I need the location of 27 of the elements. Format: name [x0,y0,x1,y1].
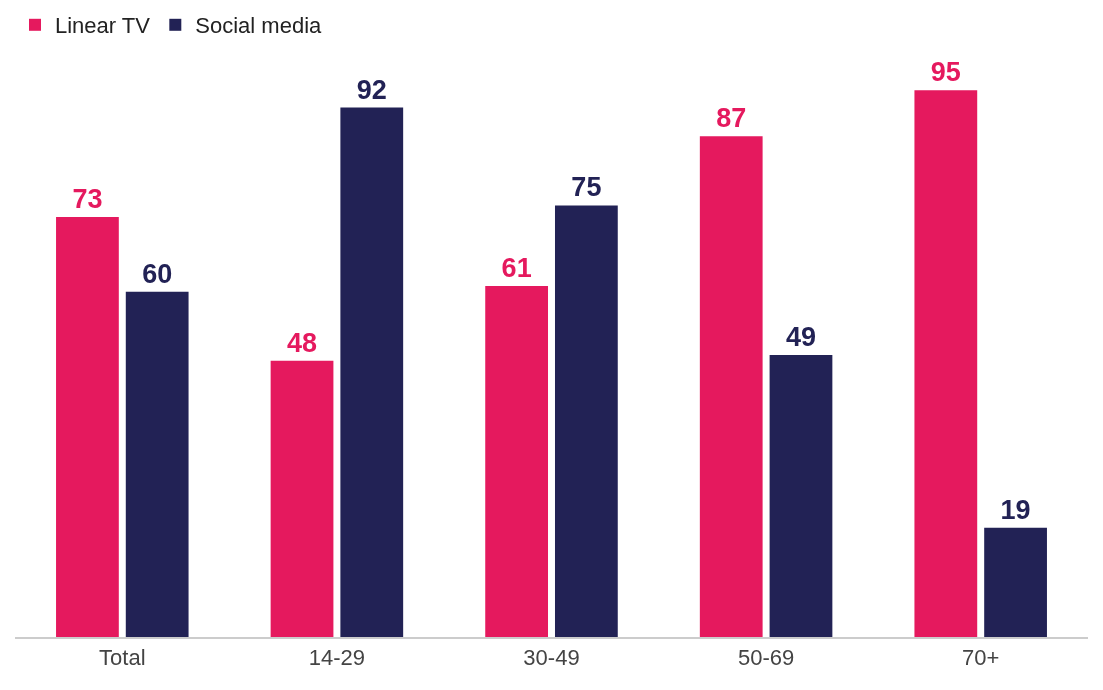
data-label: 92 [356,74,387,105]
x-tick-label: 50-69 [737,645,795,671]
x-tick-label: 30-49 [523,645,580,671]
legend-label: Social media [195,13,323,39]
bar [699,136,763,637]
data-label: 49 [785,322,816,353]
x-tick-label: 70+ [962,645,1000,671]
data-label: 60 [142,258,173,289]
bar [340,107,404,637]
legend-label: Linear TV [55,13,151,39]
bar [270,360,334,637]
data-label: 87 [716,103,747,134]
bar [56,216,119,637]
x-tick-label: Total [99,645,146,671]
data-label: 73 [72,183,103,214]
data-label: 19 [1000,494,1031,525]
bar [984,527,1047,637]
bar [125,291,189,637]
bar [485,285,549,637]
x-tick-label: 14-29 [308,645,366,671]
data-label: 95 [930,57,961,88]
data-label: 48 [287,327,318,358]
bar [554,205,618,637]
data-label: 75 [571,172,602,203]
data-label: 61 [501,252,532,283]
bar [914,90,978,637]
bar [769,355,833,637]
